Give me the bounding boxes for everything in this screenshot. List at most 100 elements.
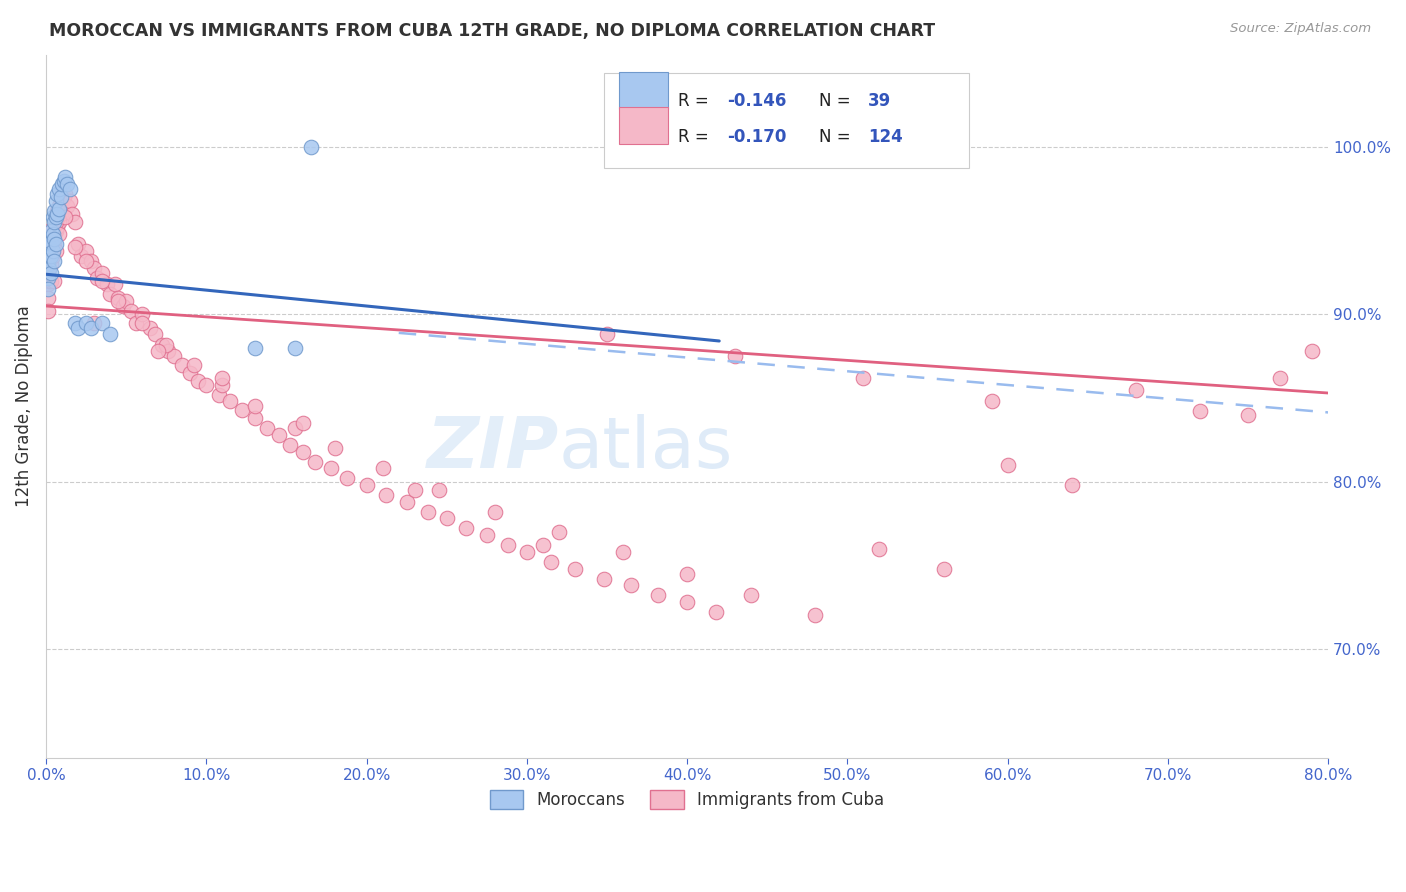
Point <box>41 211 63 225</box>
Point <box>39 257 62 271</box>
Point <box>997 458 1019 472</box>
Point <box>676 566 699 581</box>
Point <box>516 545 538 559</box>
Point <box>63 240 86 254</box>
Text: R =: R = <box>678 128 714 146</box>
Point <box>55 170 77 185</box>
Point <box>143 327 166 342</box>
Point <box>37 304 59 318</box>
Point <box>724 349 747 363</box>
Point <box>44 232 66 246</box>
Point <box>45 211 67 225</box>
Point <box>704 605 727 619</box>
Point <box>1188 404 1211 418</box>
Point <box>48 227 70 241</box>
Point <box>475 528 498 542</box>
Point <box>41 244 63 258</box>
Point <box>243 411 266 425</box>
Point <box>45 211 67 225</box>
Text: ZIP: ZIP <box>427 414 560 483</box>
Point <box>41 232 63 246</box>
Point <box>60 207 83 221</box>
Point <box>131 316 153 330</box>
Point <box>852 371 875 385</box>
Point <box>45 215 67 229</box>
Point <box>80 253 103 268</box>
Point <box>172 358 194 372</box>
Point <box>46 203 69 218</box>
Point <box>96 277 118 292</box>
Point <box>564 561 586 575</box>
Point <box>374 488 396 502</box>
Point <box>38 262 60 277</box>
Point <box>219 394 242 409</box>
Point <box>70 249 93 263</box>
Point <box>59 194 82 208</box>
Point <box>59 182 82 196</box>
Point <box>139 320 162 334</box>
Point <box>612 545 634 559</box>
Point <box>46 207 69 221</box>
Text: Source: ZipAtlas.com: Source: ZipAtlas.com <box>1230 22 1371 36</box>
Point <box>55 186 77 201</box>
Point <box>183 358 205 372</box>
Point <box>620 578 643 592</box>
Point <box>104 277 127 292</box>
Point <box>98 287 121 301</box>
Bar <box>603 73 969 168</box>
Point <box>67 320 90 334</box>
Point <box>804 608 827 623</box>
Point <box>131 307 153 321</box>
Point <box>304 454 326 468</box>
Point <box>63 215 86 229</box>
Point <box>125 316 148 330</box>
Point <box>454 521 477 535</box>
Point <box>41 249 63 263</box>
Point <box>231 402 253 417</box>
Point <box>44 274 66 288</box>
Point <box>48 182 70 196</box>
Point <box>869 541 891 556</box>
Point <box>45 194 67 208</box>
Point <box>44 215 66 229</box>
Point <box>1268 371 1291 385</box>
Point <box>256 421 278 435</box>
Point <box>540 555 562 569</box>
Point <box>45 237 67 252</box>
Point <box>80 320 103 334</box>
Point <box>48 215 70 229</box>
Point <box>115 293 138 308</box>
Point <box>195 377 218 392</box>
Point <box>52 173 75 187</box>
Point <box>75 253 97 268</box>
Point <box>243 400 266 414</box>
Point <box>404 483 426 497</box>
Point <box>51 182 73 196</box>
Point <box>107 291 129 305</box>
Point <box>596 327 619 342</box>
Point <box>647 588 669 602</box>
Point <box>39 235 62 250</box>
Bar <box>619 107 668 144</box>
Point <box>37 277 59 292</box>
Text: 39: 39 <box>868 92 891 110</box>
Point <box>39 266 62 280</box>
Point <box>208 387 231 401</box>
Point <box>156 344 179 359</box>
Point <box>91 266 114 280</box>
Point <box>243 341 266 355</box>
Point <box>56 177 79 191</box>
Point <box>1301 344 1323 359</box>
Point <box>48 199 70 213</box>
Point <box>83 316 105 330</box>
Point <box>427 483 450 497</box>
Text: atlas: atlas <box>560 414 734 483</box>
Point <box>163 349 186 363</box>
Point <box>39 224 62 238</box>
Point <box>44 237 66 252</box>
Point <box>44 253 66 268</box>
Point <box>49 207 72 221</box>
Point <box>46 220 69 235</box>
Text: N =: N = <box>820 92 856 110</box>
Point <box>496 538 519 552</box>
